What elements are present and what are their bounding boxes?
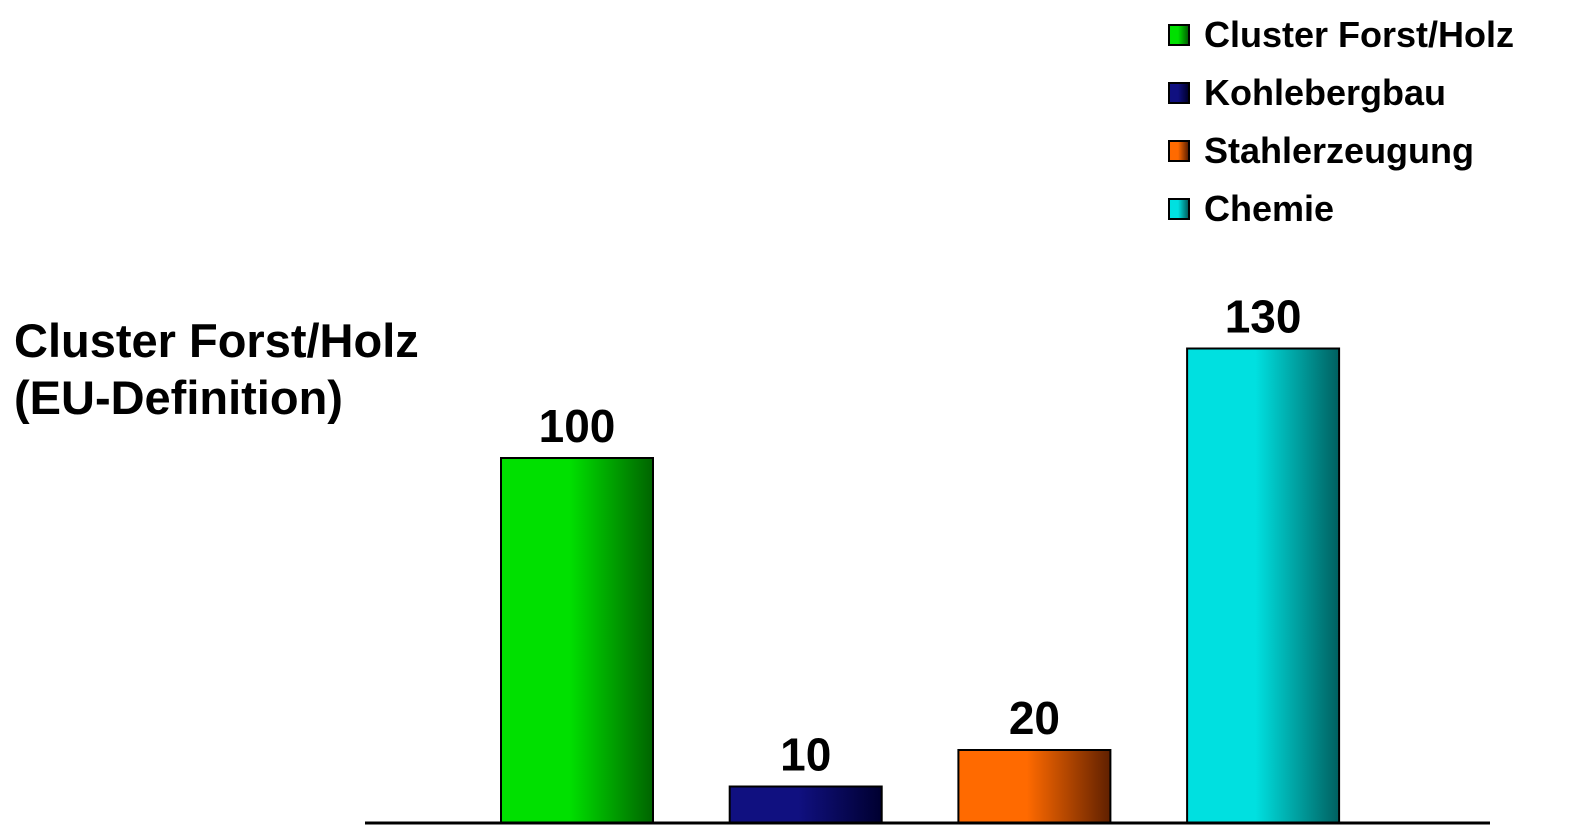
bar-chemie bbox=[1186, 347, 1341, 824]
legend-swatch bbox=[1168, 82, 1190, 104]
bars-group: 100 10 20 130 bbox=[500, 291, 1341, 824]
legend-label: Cluster Forst/Holz bbox=[1204, 14, 1515, 55]
legend-item-kohlebergbau: Kohlebergbau bbox=[1168, 64, 1514, 122]
data-label-chemie: 130 bbox=[1225, 291, 1302, 343]
bar-stahlerzeugung bbox=[957, 749, 1112, 824]
legend-item-stahlerzeugung: Stahlerzeugung bbox=[1168, 122, 1514, 180]
legend-swatch bbox=[1168, 140, 1190, 162]
legend-label: Chemie bbox=[1204, 188, 1335, 229]
chart-legend: Cluster Forst/Holz Kohlebergbau Stahlerz… bbox=[1168, 6, 1514, 238]
data-label-kohlebergbau: 10 bbox=[780, 729, 831, 781]
legend-swatch bbox=[1168, 198, 1190, 220]
data-label-stahlerzeugung: 20 bbox=[1009, 692, 1060, 744]
bar-cluster-forst-holz bbox=[500, 457, 654, 824]
legend-item-chemie: Chemie bbox=[1168, 180, 1514, 238]
chart-title-line-1: Cluster Forst/Holz bbox=[14, 314, 419, 367]
legend-label: Stahlerzeugung bbox=[1204, 130, 1475, 171]
legend-label: Kohlebergbau bbox=[1204, 72, 1447, 113]
chart-title-line-2: (EU-Definition) bbox=[14, 371, 343, 424]
legend-swatch bbox=[1168, 24, 1190, 46]
chart-title: Cluster Forst/Holz (EU-Definition) bbox=[14, 312, 419, 426]
legend-item-cluster-forst-holz: Cluster Forst/Holz bbox=[1168, 6, 1514, 64]
data-label-cluster-forst-holz: 100 bbox=[539, 400, 616, 452]
bar-kohlebergbau bbox=[728, 785, 883, 824]
